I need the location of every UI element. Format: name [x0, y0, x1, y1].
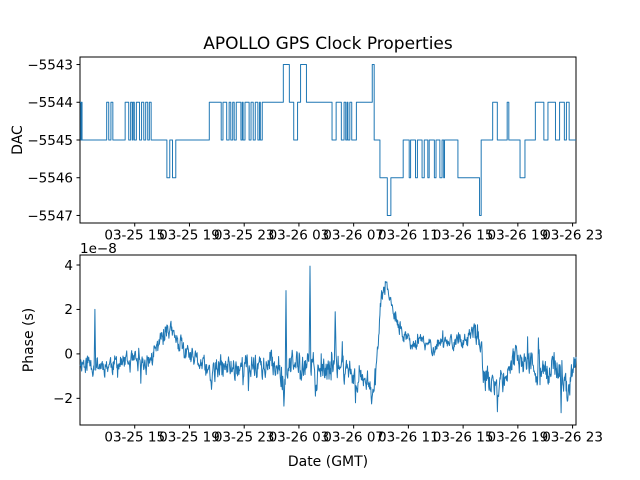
y-tick-label: −2 — [53, 391, 73, 407]
y-tick-label: 0 — [64, 347, 73, 363]
x-tick-label: 03-25 15 — [104, 228, 165, 244]
phase-noise-line — [79, 265, 577, 414]
dac-y-axis-label: DAC — [10, 125, 26, 155]
x-tick-label: 03-25 15 — [104, 430, 165, 446]
x-tick-label: 03-25 23 — [214, 228, 275, 244]
x-tick-label: 03-26 03 — [269, 430, 330, 446]
phase-y-axis-label: Phase (s) — [21, 308, 37, 372]
x-tick-label: 03-26 19 — [487, 228, 548, 244]
phase-plot-area — [79, 254, 577, 426]
y-tick-label: −5545 — [27, 133, 73, 149]
x-tick-label: 03-25 19 — [159, 430, 220, 446]
y-tick-label: 4 — [64, 258, 73, 274]
x-tick-label: 03-26 23 — [542, 228, 603, 244]
y-tick-label: −5547 — [27, 208, 73, 224]
phase-offset-text: 1e−8 — [80, 241, 117, 257]
x-tick-label: 03-25 19 — [159, 228, 220, 244]
x-tick-label: 03-26 15 — [433, 228, 494, 244]
y-tick-label: −5546 — [27, 171, 73, 187]
y-tick-label: 2 — [64, 302, 73, 318]
x-tick-label: 03-26 23 — [542, 430, 603, 446]
x-tick-label: 03-26 07 — [323, 430, 384, 446]
x-tick-label: 03-26 07 — [323, 228, 384, 244]
x-tick-label: 03-25 23 — [214, 430, 275, 446]
x-tick-label: 03-26 11 — [378, 228, 439, 244]
x-tick-label: 03-26 11 — [378, 430, 439, 446]
y-tick-label: −5543 — [27, 57, 73, 73]
y-tick-label: −5544 — [27, 95, 73, 111]
x-tick-label: 03-26 15 — [433, 430, 494, 446]
dac-step-line — [80, 64, 576, 216]
x-tick-label: 03-26 03 — [269, 228, 330, 244]
figure-title: APOLLO GPS Clock Properties — [203, 34, 453, 54]
x-axis-label: Date (GMT) — [288, 454, 368, 470]
x-tick-label: 03-26 19 — [487, 430, 548, 446]
